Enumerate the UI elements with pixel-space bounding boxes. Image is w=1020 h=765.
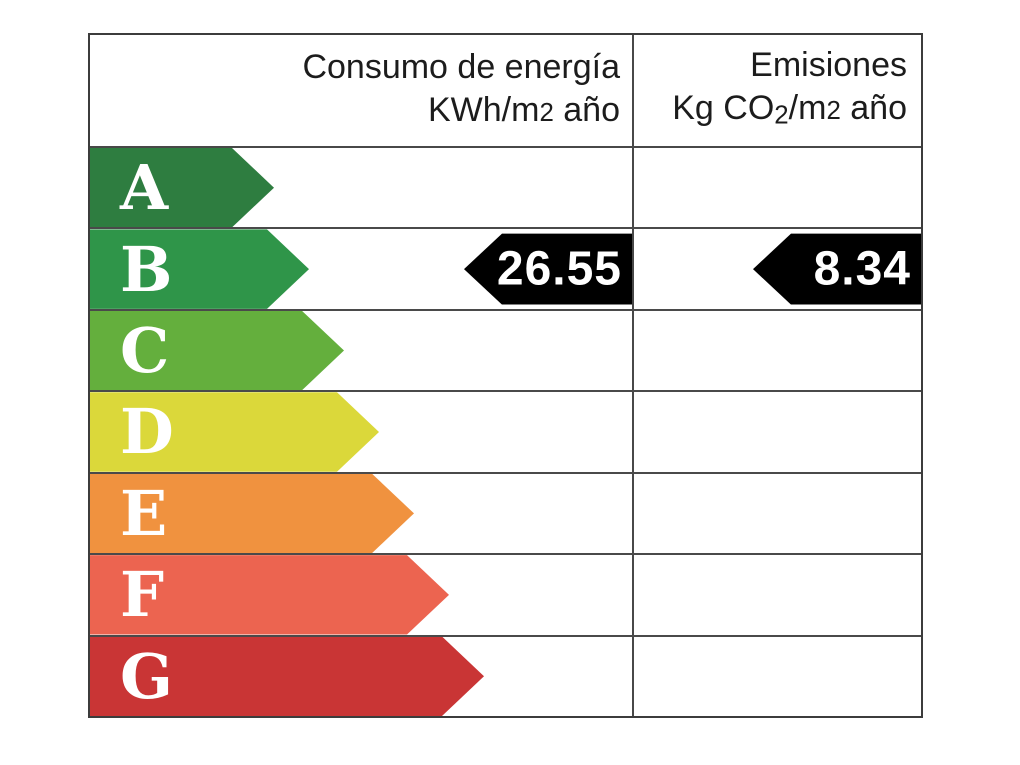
emissions-header-units: Kg CO2/m2 año <box>672 88 907 130</box>
emissions-cell-e <box>634 474 921 553</box>
consumption-units-exponent: 2 <box>539 99 554 127</box>
rating-cell-a: A <box>90 148 634 228</box>
rating-row-a: A <box>90 148 921 228</box>
rating-arrow-g: G <box>90 637 484 716</box>
rating-cell-e: E <box>90 473 634 554</box>
emissions-header-line1: Emisiones <box>750 45 907 84</box>
rating-row-g: G <box>90 634 921 716</box>
rating-letter-e: E <box>120 476 168 550</box>
emissions-units-subscript: 2 <box>774 101 789 130</box>
consumption-header-line1: Consumo de energía <box>302 48 620 86</box>
rating-arrow-d: D <box>90 392 379 471</box>
emissions-units-exponent: 2 <box>826 96 841 125</box>
emissions-cell-f <box>634 555 921 634</box>
emissions-cell-g <box>634 637 921 716</box>
emissions-cell-b: 8.34 <box>634 229 921 308</box>
rating-cell-g: G <box>90 636 634 716</box>
consumption-column-header: Consumo de energía KWh/m2 año <box>90 35 634 146</box>
emissions-column-header: Emisiones Kg CO2/m2 año <box>634 35 921 146</box>
rating-row-c: C <box>90 308 921 391</box>
consumption-value: 26.55 <box>496 242 622 296</box>
rating-row-b: B 26.55 8.34 <box>90 227 921 309</box>
rating-letter-f: F <box>120 558 165 632</box>
rating-arrow-a: A <box>90 148 274 227</box>
emissions-cell-d <box>634 392 921 471</box>
emissions-value: 8.34 <box>813 242 911 296</box>
consumption-header-units: KWh/m2 año <box>427 91 620 129</box>
rating-arrow-b: B <box>90 229 309 308</box>
consumption-value-arrow: 26.55 <box>464 233 632 305</box>
header-row: Consumo de energía KWh/m2 año Emisiones … <box>90 35 921 148</box>
rating-cell-b: B 26.55 <box>90 229 634 309</box>
rating-row-d: D <box>90 390 921 472</box>
rating-row-e: E <box>90 471 921 554</box>
rating-arrow-f: F <box>90 555 449 634</box>
energy-efficiency-label: Consumo de energía KWh/m2 año Emisiones … <box>88 33 923 718</box>
rating-letter-d: D <box>120 395 174 469</box>
rating-cell-d: D <box>90 392 634 472</box>
emissions-value-arrow: 8.34 <box>753 233 921 305</box>
rating-arrow-e: E <box>90 474 414 553</box>
rating-letter-a: A <box>120 151 169 225</box>
rating-row-f: F <box>90 553 921 635</box>
emissions-cell-a <box>634 148 921 227</box>
rating-letter-b: B <box>120 232 173 306</box>
rating-arrow-c: C <box>90 311 344 390</box>
rating-letter-c: C <box>120 314 170 388</box>
rating-scale: A B 26.55 8.34 C <box>90 148 921 716</box>
emissions-cell-c <box>634 311 921 390</box>
rating-letter-g: G <box>120 639 173 713</box>
rating-cell-c: C <box>90 310 634 391</box>
rating-cell-f: F <box>90 555 634 635</box>
